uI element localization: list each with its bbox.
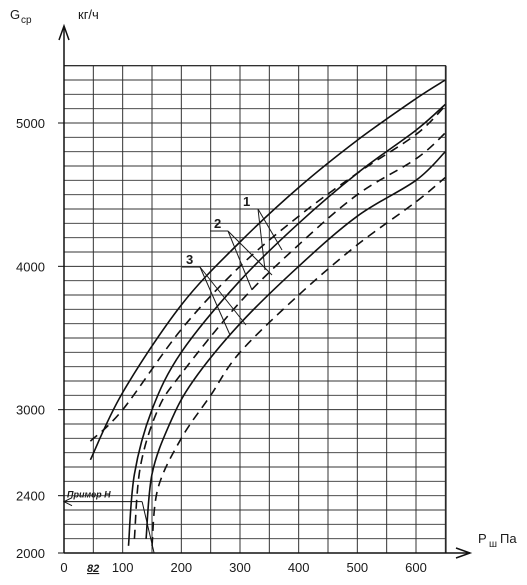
x-axis-subscript: ш xyxy=(489,539,497,550)
x-tick-labels: 0 100 200 300 400 500 600 xyxy=(60,560,426,575)
series-curves xyxy=(89,79,446,546)
series-3-solid xyxy=(145,151,446,539)
example-x-label: 82 xyxy=(87,563,99,575)
x-tick-label: 100 xyxy=(112,560,134,575)
curve-label-leader xyxy=(257,208,283,251)
series-2-solid xyxy=(127,103,446,546)
y-axis-arrow xyxy=(58,23,70,41)
example-label: Пример Н xyxy=(67,490,111,500)
series-3-dashed xyxy=(151,176,446,546)
y-tick-label: 2400 xyxy=(16,489,45,504)
y-axis-symbol: G xyxy=(10,7,20,22)
x-tick-label: 200 xyxy=(170,560,192,575)
y-tick-labels: 2000 2400 3000 4000 5000 xyxy=(16,116,64,561)
x-tick-label: 300 xyxy=(229,560,251,575)
y-axis-subscript: ср xyxy=(21,15,32,26)
grid xyxy=(64,65,447,553)
example-annotation: Пример Н 82 xyxy=(62,490,155,575)
curve-label-1: 1 xyxy=(243,194,250,209)
axes xyxy=(58,23,473,559)
series-2-dashed xyxy=(133,132,446,539)
x-axis-symbol: P xyxy=(478,531,487,546)
curve-label-leader xyxy=(199,266,231,336)
curve-label-leader xyxy=(227,230,273,276)
x-tick-label: 600 xyxy=(405,560,427,575)
x-tick-label: 500 xyxy=(346,560,368,575)
y-tick-label: 5000 xyxy=(16,116,45,131)
curve-label-leader xyxy=(257,208,266,271)
curve-label-2: 2 xyxy=(214,216,221,231)
x-axis-arrow xyxy=(455,547,473,559)
y-tick-label: 3000 xyxy=(16,403,45,418)
x-tick-label: 400 xyxy=(288,560,310,575)
x-axis-unit: Па xyxy=(500,531,517,546)
example-arrow xyxy=(62,497,73,507)
x-tick-label: 0 xyxy=(60,560,67,575)
example-vline xyxy=(141,501,155,554)
curve-label-leader xyxy=(199,266,247,326)
y-tick-label: 4000 xyxy=(16,259,45,274)
series-1-solid xyxy=(89,79,446,461)
curve-labels: 1 2 3 xyxy=(182,194,283,336)
curve-label-3: 3 xyxy=(186,252,193,267)
series-1-dashed xyxy=(89,105,446,442)
y-tick-label: 2000 xyxy=(16,546,45,561)
y-axis-unit: кг/ч xyxy=(78,7,99,22)
curve-label-leader xyxy=(227,230,253,291)
